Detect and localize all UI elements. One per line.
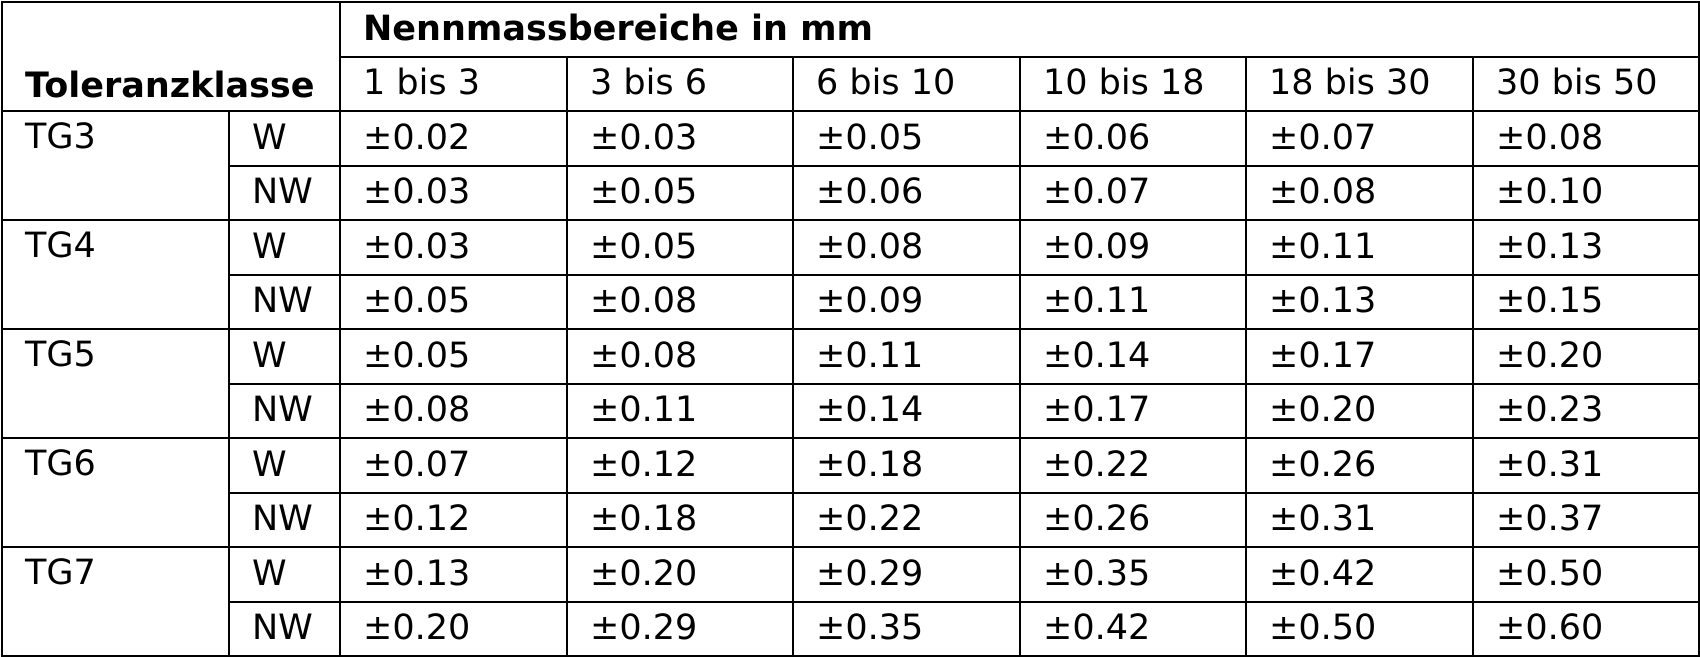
tolerance-value-cell: ±0.23 bbox=[1471, 382, 1700, 439]
tolerance-value-cell: ±0.14 bbox=[792, 382, 1021, 439]
range-header: 10 bis 18 bbox=[1019, 55, 1247, 112]
tolerance-value-cell: ±0.13 bbox=[1471, 219, 1700, 276]
table-row: NW ±0.05 ±0.08 ±0.09 ±0.11 ±0.13 ±0.15 bbox=[2, 273, 1700, 330]
tolerance-value-cell: ±0.17 bbox=[1245, 328, 1474, 385]
tolerance-value-cell: ±0.20 bbox=[1245, 382, 1474, 439]
tolerance-value-cell: ±0.08 bbox=[792, 219, 1021, 276]
tolerance-value-cell: ±0.42 bbox=[1019, 600, 1247, 657]
tolerance-value-cell: ±0.08 bbox=[566, 328, 794, 385]
tolerance-value-cell: ±0.29 bbox=[792, 546, 1021, 603]
tolerance-value-cell: ±0.35 bbox=[1019, 546, 1247, 603]
tolerance-value-cell: ±0.50 bbox=[1245, 600, 1474, 657]
tolerance-value-cell: ±0.05 bbox=[339, 328, 568, 385]
tolerance-value-cell: ±0.08 bbox=[1245, 164, 1474, 221]
tolerance-value-cell: ±0.18 bbox=[792, 437, 1021, 494]
table-row: TG5 W ±0.05 ±0.08 ±0.11 ±0.14 ±0.17 ±0.20 bbox=[1, 328, 1700, 439]
tolerance-value-cell: ±0.18 bbox=[566, 491, 794, 548]
tolerance-value-cell: ±0.15 bbox=[1471, 273, 1700, 330]
tolerance-value-cell: ±0.05 bbox=[792, 110, 1021, 167]
header-row-ranges: 1 bis 3 3 bis 6 6 bis 10 10 bis 18 18 bi… bbox=[2, 55, 1700, 112]
tolerance-value-cell: ±0.60 bbox=[1471, 600, 1700, 657]
dimension-type-cell: NW bbox=[228, 491, 341, 548]
tolerance-value-cell: ±0.20 bbox=[1471, 328, 1700, 385]
range-header: 6 bis 10 bbox=[792, 55, 1021, 112]
tolerance-value-cell: ±0.35 bbox=[792, 600, 1021, 657]
tolerance-value-cell: ±0.20 bbox=[566, 546, 794, 603]
tolerance-value-cell: ±0.07 bbox=[1019, 164, 1247, 221]
tolerance-value-cell: ±0.26 bbox=[1019, 491, 1247, 548]
tolerance-value-cell: ±0.29 bbox=[566, 600, 794, 657]
table-row: TG7 W ±0.13 ±0.20 ±0.29 ±0.35 ±0.42 ±0.50 bbox=[1, 546, 1700, 657]
dimension-type-cell: NW bbox=[228, 273, 341, 330]
table-header: Toleranzklasse Nennmassbereiche in mm 1 … bbox=[1, 1, 1700, 112]
tolerance-value-cell: ±0.10 bbox=[1471, 164, 1700, 221]
tolerance-value-cell: ±0.03 bbox=[339, 164, 568, 221]
tolerance-class-cell: TG4 bbox=[1, 219, 230, 330]
tolerance-value-cell: ±0.05 bbox=[566, 219, 794, 276]
tolerance-value-cell: ±0.08 bbox=[1471, 110, 1700, 167]
tolerance-value-cell: ±0.11 bbox=[1019, 273, 1247, 330]
group-header: Nennmassbereiche in mm bbox=[338, 1, 1700, 58]
range-header: 3 bis 6 bbox=[566, 55, 794, 112]
tolerance-value-cell: ±0.22 bbox=[1019, 437, 1247, 494]
table-row: TG3 W ±0.02 ±0.03 ±0.05 ±0.06 ±0.07 ±0.08 bbox=[1, 110, 1700, 221]
tolerance-value-cell: ±0.13 bbox=[1245, 273, 1474, 330]
tolerance-value-cell: ±0.05 bbox=[566, 164, 794, 221]
tolerance-value-cell: ±0.08 bbox=[566, 273, 794, 330]
tolerance-value-cell: ±0.37 bbox=[1471, 491, 1700, 548]
tolerance-value-cell: ±0.07 bbox=[339, 437, 568, 494]
tolerance-value-cell: ±0.06 bbox=[1019, 110, 1247, 167]
tolerance-value-cell: ±0.02 bbox=[339, 110, 568, 167]
table-row: NW ±0.08 ±0.11 ±0.14 ±0.17 ±0.20 ±0.23 bbox=[2, 382, 1700, 439]
tolerance-value-cell: ±0.08 bbox=[339, 382, 568, 439]
table-body: TG3 W ±0.02 ±0.03 ±0.05 ±0.06 ±0.07 ±0.08 NW ±0.0… bbox=[1, 110, 1700, 657]
dimension-type-cell: W bbox=[228, 219, 341, 276]
table-row: TG6 W ±0.07 ±0.12 ±0.18 ±0.22 ±0.26 ±0.31 bbox=[1, 437, 1700, 548]
tolerance-value-cell: ±0.06 bbox=[792, 164, 1021, 221]
table-row: TG4 W ±0.03 ±0.05 ±0.08 ±0.09 ±0.11 ±0.13 bbox=[1, 219, 1700, 330]
tolerance-class-cell: TG7 bbox=[1, 546, 230, 657]
tolerance-value-cell: ±0.05 bbox=[339, 273, 568, 330]
tolerance-value-cell: ±0.03 bbox=[566, 110, 794, 167]
dimension-type-cell: NW bbox=[228, 382, 341, 439]
tolerance-class-cell: TG3 bbox=[1, 110, 230, 221]
tolerance-value-cell: ±0.12 bbox=[339, 491, 568, 548]
table-row: NW ±0.12 ±0.18 ±0.22 ±0.26 ±0.31 ±0.37 bbox=[2, 491, 1700, 548]
dimension-type-cell: W bbox=[228, 437, 341, 494]
dimension-type-cell: NW bbox=[228, 164, 341, 221]
tolerance-value-cell: ±0.11 bbox=[792, 328, 1021, 385]
tolerance-value-cell: ±0.11 bbox=[566, 382, 794, 439]
tolerance-value-cell: ±0.12 bbox=[566, 437, 794, 494]
tolerance-class-cell: TG5 bbox=[1, 328, 230, 439]
table-row: NW ±0.03 ±0.05 ±0.06 ±0.07 ±0.08 ±0.10 bbox=[2, 164, 1700, 221]
tolerance-value-cell: ±0.09 bbox=[792, 273, 1021, 330]
range-header: 1 bis 3 bbox=[339, 55, 568, 112]
tolerance-value-cell: ±0.03 bbox=[339, 219, 568, 276]
dimension-type-cell: W bbox=[228, 546, 341, 603]
dimension-type-cell: W bbox=[228, 328, 341, 385]
tolerance-value-cell: ±0.42 bbox=[1245, 546, 1474, 603]
tolerance-value-cell: ±0.31 bbox=[1471, 437, 1700, 494]
tolerance-value-cell: ±0.31 bbox=[1245, 491, 1474, 548]
dimension-type-cell: NW bbox=[228, 600, 341, 657]
tolerance-value-cell: ±0.07 bbox=[1245, 110, 1474, 167]
tolerance-class-cell: TG6 bbox=[1, 437, 230, 548]
table-row: NW ±0.20 ±0.29 ±0.35 ±0.42 ±0.50 ±0.60 bbox=[2, 600, 1700, 657]
tolerance-value-cell: ±0.50 bbox=[1471, 546, 1700, 603]
tolerance-value-cell: ±0.26 bbox=[1245, 437, 1474, 494]
tolerance-value-cell: ±0.13 bbox=[339, 546, 568, 603]
tolerance-value-cell: ±0.11 bbox=[1245, 219, 1474, 276]
tolerance-value-cell: ±0.22 bbox=[792, 491, 1021, 548]
tolerance-value-cell: ±0.17 bbox=[1019, 382, 1247, 439]
tolerance-value-cell: ±0.09 bbox=[1019, 219, 1247, 276]
corner-header: Toleranzklasse bbox=[1, 1, 341, 112]
range-header: 30 bis 50 bbox=[1471, 55, 1700, 112]
range-header: 18 bis 30 bbox=[1245, 55, 1474, 112]
dimension-type-cell: W bbox=[228, 110, 341, 167]
header-row-group: Toleranzklasse Nennmassbereiche in mm bbox=[1, 1, 1700, 112]
tolerance-value-cell: ±0.14 bbox=[1019, 328, 1247, 385]
tolerance-value-cell: ±0.20 bbox=[339, 600, 568, 657]
